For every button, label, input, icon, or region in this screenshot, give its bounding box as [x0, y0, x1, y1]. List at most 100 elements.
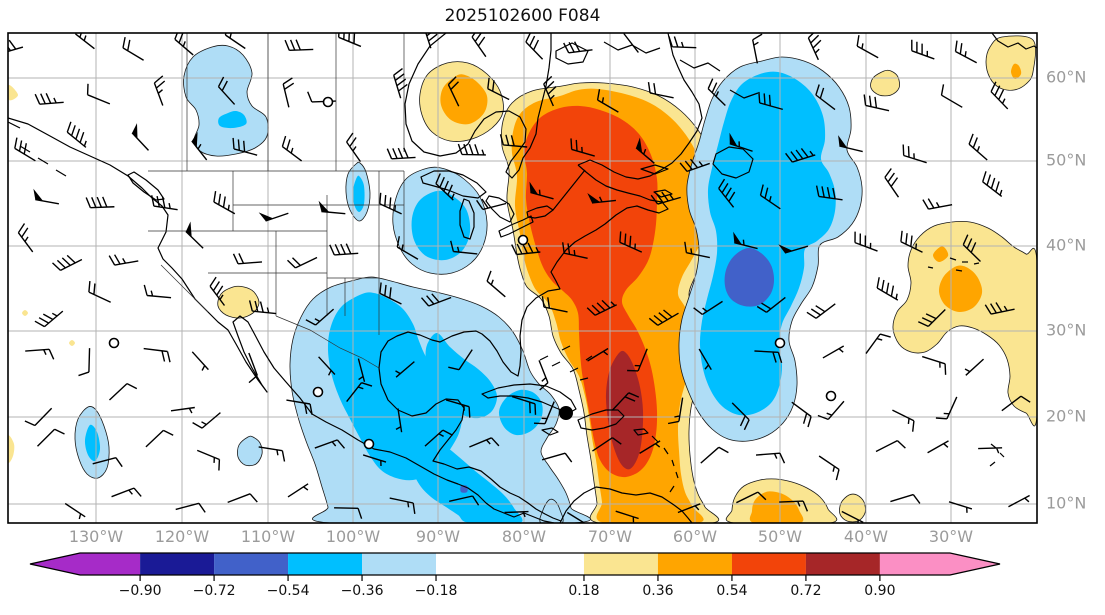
colorbar-tick-label: −0.90 [118, 583, 162, 599]
island-outline [577, 409, 625, 431]
lat-tick-label: 10°N [1046, 493, 1087, 513]
wind-barb [34, 93, 64, 105]
coastline [404, 33, 552, 179]
marker-layer [108, 96, 837, 450]
wind-barb [902, 144, 927, 164]
coastline [585, 355, 593, 361]
wind-barb [74, 33, 95, 50]
lat-tick-label: 50°N [1046, 150, 1087, 170]
wind-barb [922, 198, 953, 210]
contour-region-mexico-neg-core [327, 292, 463, 481]
station-circle-marker [517, 234, 529, 246]
wind-barb [143, 284, 172, 299]
coastline [991, 33, 1037, 50]
wind-barb [78, 348, 91, 377]
colorbar-tick-label: −0.72 [192, 583, 236, 599]
wind-barb [389, 497, 416, 515]
wind-barb [718, 178, 736, 208]
wind-barb [968, 133, 988, 161]
coastline [989, 461, 996, 467]
colorbar-outline [29, 552, 1001, 576]
wind-barb [734, 239, 758, 250]
colorbar-segment [362, 553, 437, 575]
wind-barb [677, 503, 701, 514]
map-border [7, 32, 1038, 524]
coastline [651, 435, 659, 443]
plot-title: 2025102600 F084 [444, 6, 601, 26]
wind-barb [36, 428, 65, 447]
wind-barb [379, 282, 402, 305]
wind-barb [918, 308, 946, 328]
lat-tick-label: 20°N [1046, 406, 1087, 426]
station-circle-marker [363, 438, 375, 450]
wind-barb [232, 253, 263, 265]
coastline [539, 355, 549, 361]
lat-tick-label: 40°N [1046, 235, 1087, 255]
coastline [927, 266, 934, 269]
wind-barb [24, 407, 53, 427]
wind-barb [538, 360, 549, 391]
lon-tick-label: 120°W [154, 527, 210, 546]
wind-barb [707, 78, 726, 107]
wind-barb [287, 483, 309, 498]
wind-barb [445, 399, 471, 418]
wind-barb [447, 76, 460, 107]
wind-barb [395, 408, 403, 433]
wind-barb [563, 41, 593, 54]
wind-barb [487, 77, 510, 101]
wind-barb [815, 185, 843, 201]
wind-barb [635, 147, 655, 164]
wind-barb [395, 361, 415, 378]
wind-barb [143, 347, 171, 363]
contour-region-east-35n-yellow [892, 220, 1037, 427]
coastline [378, 164, 669, 377]
lon-tick-label: 50°W [757, 527, 803, 546]
barb-pennant [733, 231, 742, 245]
coastline [955, 269, 963, 272]
lon-tick-label: 70°W [587, 527, 633, 546]
coastline [577, 33, 703, 180]
wind-barb [209, 276, 226, 306]
wind-barb [85, 196, 115, 209]
lon-tick-label: 90°W [415, 527, 461, 546]
colorbar-tick-label: 0.36 [642, 583, 674, 599]
wind-barb [587, 347, 609, 362]
wind-barb [856, 35, 879, 59]
wind-barb [92, 457, 123, 468]
wind-barb [286, 399, 313, 415]
wind-barb [185, 230, 204, 249]
wind-barb [499, 134, 528, 148]
contour-region-cuba-west-neg-core [498, 389, 543, 436]
wind-barb [108, 382, 138, 401]
wind-barb [66, 121, 87, 148]
coastline [378, 367, 562, 522]
island-outline [485, 195, 515, 223]
colorbar-tick-label: −0.54 [266, 583, 310, 599]
wind-barb [34, 310, 64, 328]
barb-pennant [636, 137, 643, 153]
island-outline [127, 171, 165, 201]
wind-barb [978, 447, 1003, 454]
wind-barb [854, 231, 878, 252]
wind-barb [8, 39, 24, 53]
wind-barb [248, 300, 277, 315]
wind-barb [25, 348, 55, 360]
colorbar-segment [805, 553, 880, 575]
wind-barb [88, 281, 111, 303]
wind-barb [791, 401, 812, 428]
contour-region-prairie-neg-core [352, 175, 365, 212]
island-outline [555, 42, 589, 65]
wind-barb [511, 395, 537, 415]
wind-barb [265, 212, 289, 222]
wind-barb [623, 33, 639, 53]
wind-barb [469, 437, 500, 448]
wind-barb [318, 356, 336, 376]
wind-barb [449, 495, 480, 506]
coastline [679, 59, 721, 72]
wind-barb [329, 243, 359, 256]
wind-barb [759, 184, 781, 210]
contour-region-centam-neg-core [413, 439, 523, 523]
wind-barb [175, 502, 206, 513]
wind-barb [596, 89, 619, 113]
coastline [551, 361, 561, 367]
